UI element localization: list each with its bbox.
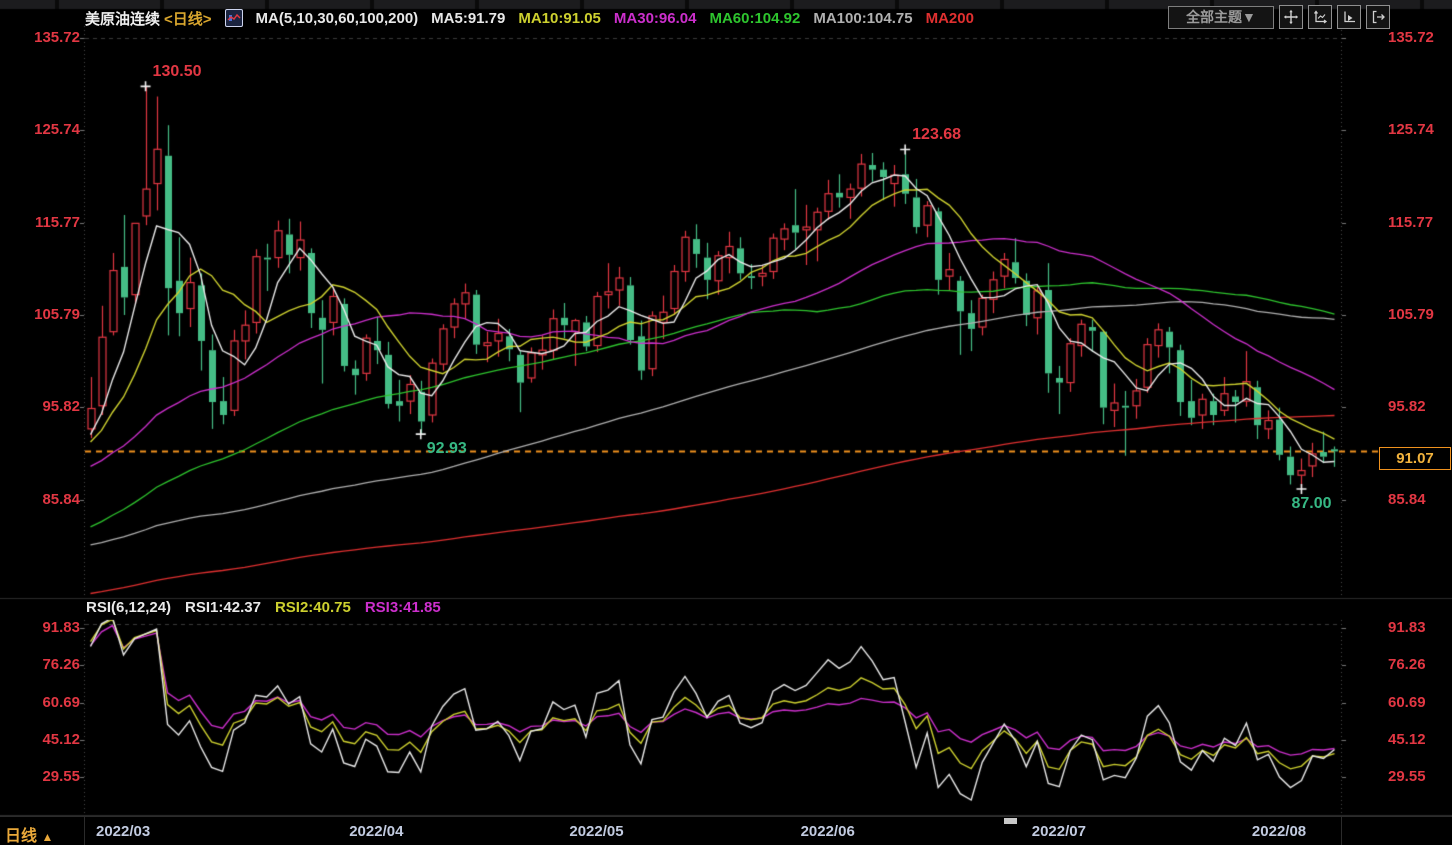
rsi-axis-label: 60.69 — [1388, 693, 1426, 711]
pan-icon[interactable] — [1279, 5, 1303, 29]
exit-icon[interactable] — [1366, 5, 1390, 29]
ma-legend-item: MA(5,10,30,60,100,200) — [255, 9, 419, 27]
price-axis-label: 95.82 — [42, 398, 80, 416]
rsi-axis-label: 76.26 — [42, 656, 80, 674]
price-axis-label: 125.74 — [1388, 121, 1434, 139]
price-axis-label: 85.84 — [42, 490, 80, 508]
rsi-legend: RSI(6,12,24) RSI1:42.37 RSI2:40.75 RSI3:41.… — [86, 599, 441, 616]
candlestick-chart-icon[interactable] — [224, 9, 243, 27]
divider — [1341, 817, 1342, 845]
price-axis-label: 85.84 — [1388, 490, 1426, 508]
last-price-box: 91.07 — [1379, 447, 1451, 471]
price-axis-label: 105.79 — [1388, 306, 1434, 324]
x-axis-label: 2022/07 — [1031, 823, 1086, 840]
x-axis-label: 2022/08 — [1251, 823, 1307, 840]
symbol-title: 美原油连续 — [85, 10, 161, 28]
rsi-legend-item: RSI3:41.85 — [364, 599, 441, 616]
rsi-axis-label: 91.83 — [42, 619, 80, 636]
ma-legend-item: MA5:91.79 — [431, 9, 506, 27]
scrollbar-handle[interactable] — [1004, 818, 1017, 824]
axis-play-icon[interactable] — [1337, 5, 1361, 29]
rsi-legend-item: RSI2:40.75 — [274, 599, 351, 616]
x-axis-label: 2022/05 — [569, 823, 624, 840]
x-axis-label: 2022/04 — [349, 823, 404, 840]
price-axis-label: 105.79 — [34, 306, 80, 324]
rsi-axis-label: 76.26 — [1388, 656, 1426, 674]
price-axis-label: 115.77 — [1388, 213, 1434, 231]
x-axis-label: 2022/06 — [800, 823, 855, 840]
ma-legend: MA(5,10,30,60,100,200) MA5:91.79 MA10:91.0… — [256, 10, 974, 27]
period-selector[interactable]: 日线 ▲ — [5, 822, 53, 845]
rsi-axis-label: 60.69 — [42, 693, 80, 711]
rsi-axis-label: 45.12 — [1388, 730, 1426, 748]
theme-select-button[interactable]: 全部主题▼ — [1168, 5, 1274, 29]
price-axis-label: 125.74 — [34, 121, 80, 139]
price-axis-label: 95.82 — [1388, 398, 1426, 416]
price-axis-label: 135.72 — [1388, 29, 1434, 46]
price-axis-label: 115.77 — [34, 213, 80, 231]
ma-legend-item: MA10:91.05 — [518, 9, 601, 27]
rsi-legend-item: RSI(6,12,24) — [86, 599, 172, 616]
rsi-axis-label: 91.83 — [1388, 619, 1426, 636]
rsi-axis-label: 45.12 — [42, 730, 80, 748]
triangle-up-icon: ▲ — [41, 830, 54, 844]
chart-toolbar: 全部主题▼ — [1168, 5, 1390, 29]
rsi-axis-label: 29.55 — [42, 768, 80, 785]
period-tag: <日线> — [164, 10, 212, 28]
divider — [84, 817, 85, 845]
ma-legend-item: MA60:104.92 — [709, 9, 801, 27]
time-axis-bar: 日线 ▲ 2022/03 2022/04 2022/05 2022/06 2022/07… — [0, 816, 1452, 845]
rsi-legend-item: RSI1:42.37 — [185, 599, 261, 616]
price-axis-label: 135.72 — [34, 29, 80, 46]
chart-header: 美原油连续 <日线> MA(5,10,30,60,100,200) MA5:91.… — [85, 7, 974, 29]
period-label: 日线 — [5, 828, 38, 845]
ma-legend-item: MA200 — [925, 9, 974, 27]
axis-scale-icon[interactable] — [1308, 5, 1332, 29]
rsi-axis-label: 29.55 — [1388, 768, 1426, 785]
ma-legend-item: MA30:96.04 — [613, 9, 697, 27]
price-annotation: 87.00 — [1291, 495, 1332, 513]
price-annotation: 92.93 — [426, 440, 467, 458]
price-annotation: 130.50 — [152, 63, 202, 81]
price-annotation: 123.68 — [912, 126, 962, 144]
toolbar-icons — [1279, 5, 1390, 29]
x-axis-label: 2022/03 — [96, 823, 151, 840]
ma-legend-item: MA100:104.75 — [813, 9, 913, 27]
